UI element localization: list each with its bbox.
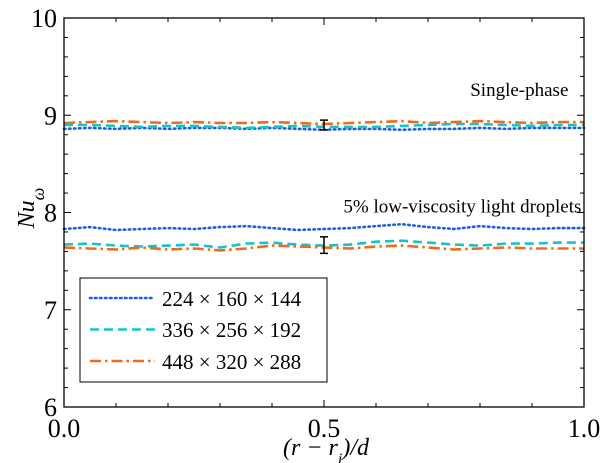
annotation-droplets: 5% low-viscosity light droplets: [343, 197, 581, 218]
x-tick-label: 0.5: [308, 414, 341, 443]
x-axis-label: (r − ri)/d: [283, 435, 370, 463]
y-tick-label: 6: [44, 393, 57, 422]
series-1-line-2: [62, 222, 586, 232]
y-tick-label: 7: [44, 296, 57, 325]
annotation-single-phase: Single-phase: [470, 80, 568, 101]
error-bar: [320, 119, 328, 131]
y-tick-label: 9: [44, 101, 57, 130]
annotations: Single-phase 5% low-viscosity light drop…: [343, 80, 581, 218]
y-tick-label: 8: [44, 199, 57, 228]
y-axis-label: Nuω: [14, 188, 48, 230]
legend-label-series-2: 336 × 256 × 192: [162, 318, 301, 342]
y-tick-label: 10: [31, 4, 57, 33]
legend-label-series-1: 224 × 160 × 144: [162, 287, 302, 311]
axes: 0.0 0.5 1.0 6 7 8 9 10: [31, 4, 600, 443]
x-tick-label: 1.0: [568, 414, 601, 443]
legend-label-series-3: 448 × 320 × 288: [162, 350, 301, 374]
error-bar: [320, 236, 328, 255]
legend: 224 × 160 × 144 336 × 256 × 192 448 × 32…: [79, 277, 328, 383]
axis-labels: (r − ri)/d Nuω: [14, 188, 370, 463]
plot-area: [62, 119, 586, 255]
x-tick-label: 0.0: [48, 414, 81, 443]
